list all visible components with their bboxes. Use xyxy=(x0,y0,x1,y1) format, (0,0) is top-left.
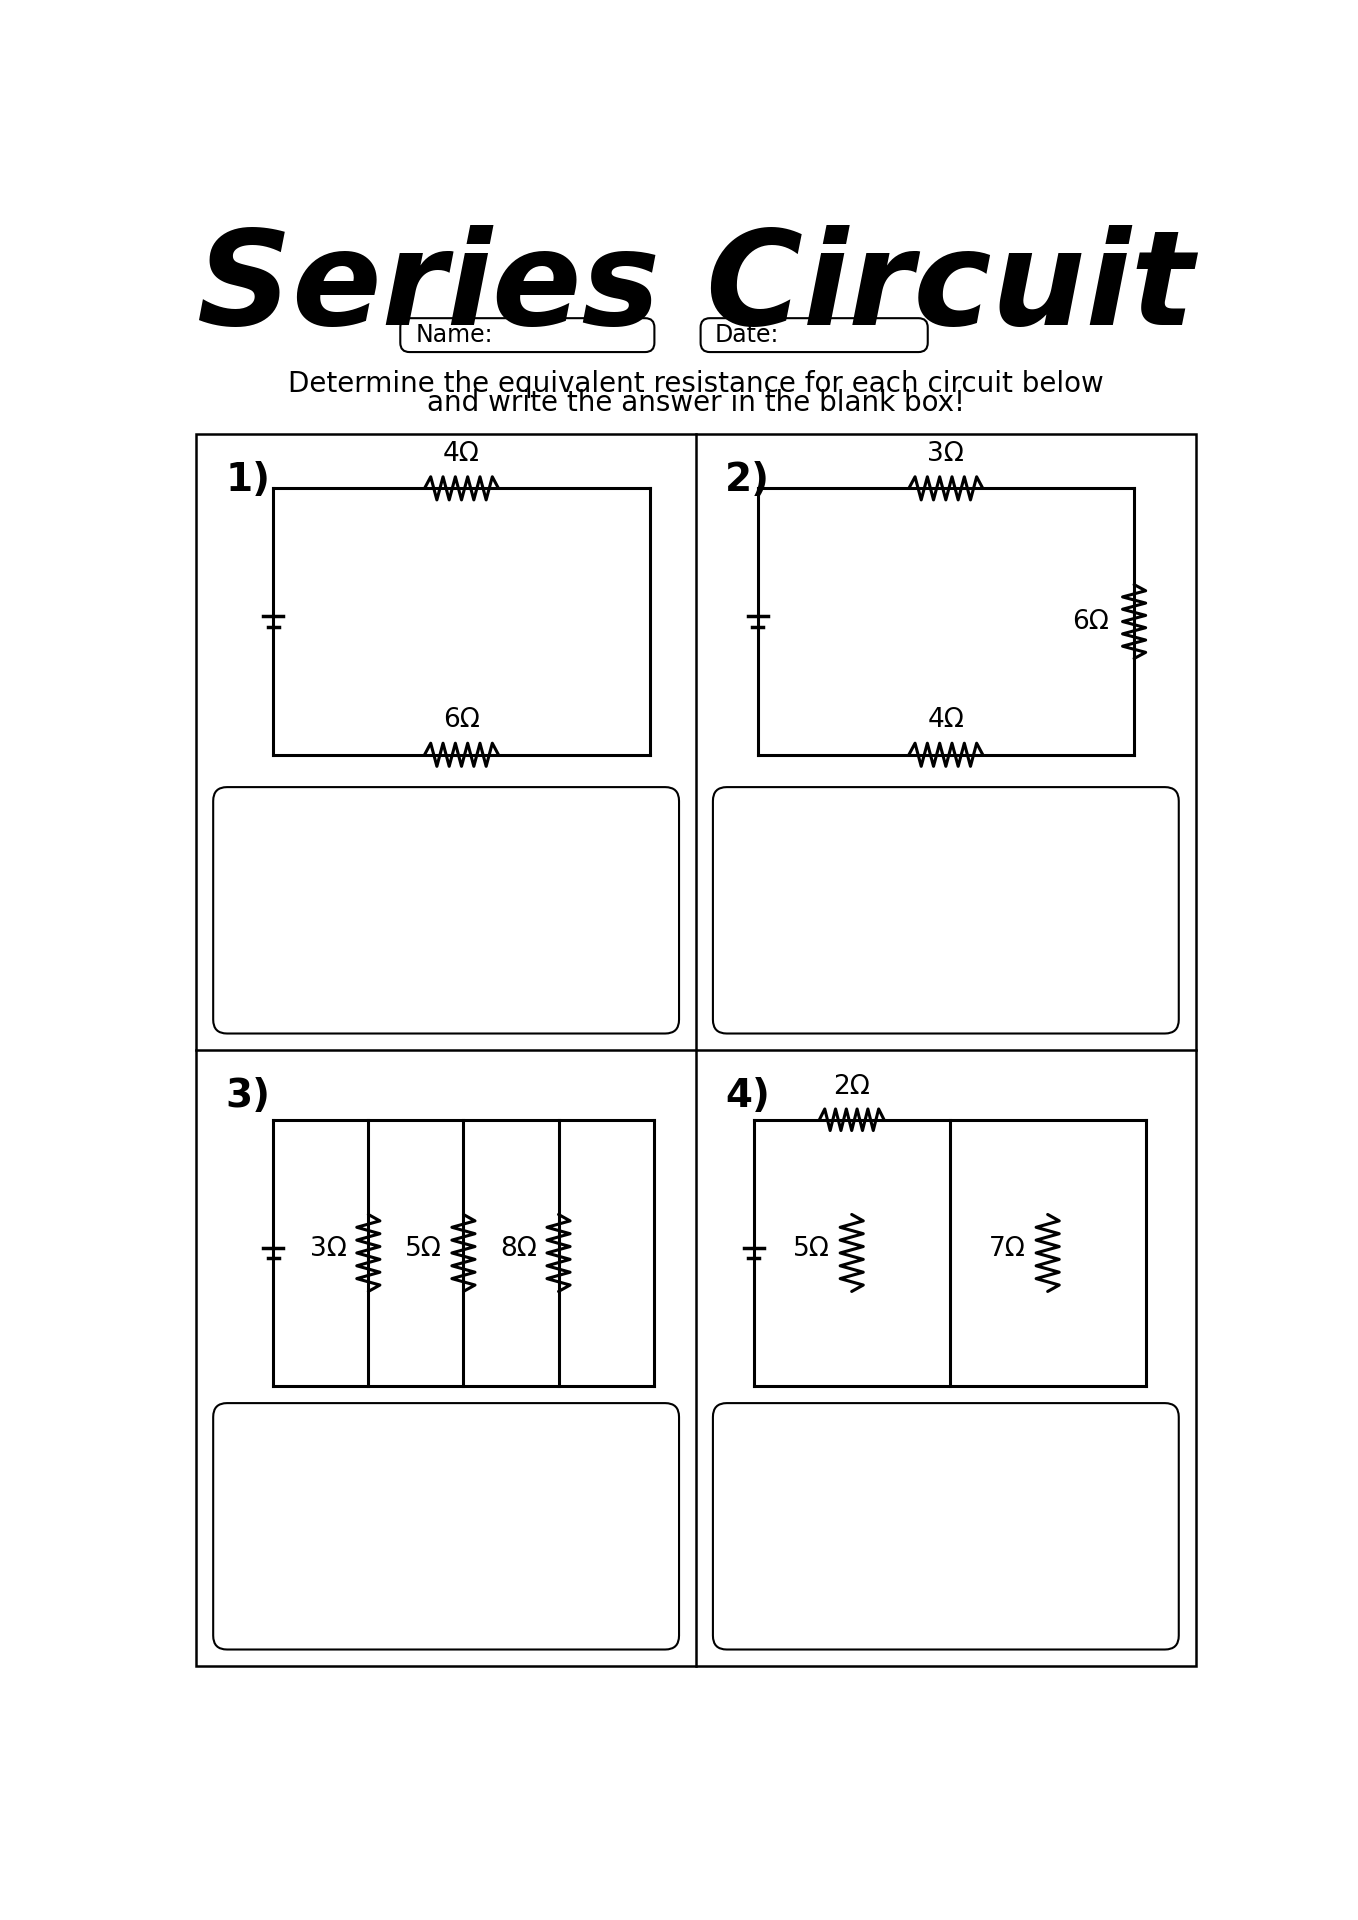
Text: 6Ω: 6Ω xyxy=(1073,609,1109,636)
Text: 4Ω: 4Ω xyxy=(443,442,479,467)
Text: 5Ω: 5Ω xyxy=(793,1236,830,1261)
Text: 2Ω: 2Ω xyxy=(834,1073,870,1100)
Text: 6Ω: 6Ω xyxy=(443,707,479,733)
Text: and write the answer in the blank box!: and write the answer in the blank box! xyxy=(426,390,966,417)
Text: 4): 4) xyxy=(725,1077,770,1116)
Bar xyxy=(197,434,1195,1667)
Text: Series Circuit: Series Circuit xyxy=(197,225,1195,351)
Text: 8Ω: 8Ω xyxy=(500,1236,536,1261)
Text: 3): 3) xyxy=(225,1077,270,1116)
Text: Determine the equivalent resistance for each circuit below: Determine the equivalent resistance for … xyxy=(288,371,1104,399)
Text: Name:: Name: xyxy=(416,323,493,348)
Text: 5Ω: 5Ω xyxy=(405,1236,441,1261)
Text: 4Ω: 4Ω xyxy=(928,707,964,733)
Text: 2): 2) xyxy=(725,461,770,499)
Text: 3Ω: 3Ω xyxy=(310,1236,346,1261)
Text: 1): 1) xyxy=(225,461,270,499)
Text: 3Ω: 3Ω xyxy=(928,442,964,467)
Text: Date:: Date: xyxy=(714,323,779,348)
Text: 7Ω: 7Ω xyxy=(989,1236,1027,1261)
